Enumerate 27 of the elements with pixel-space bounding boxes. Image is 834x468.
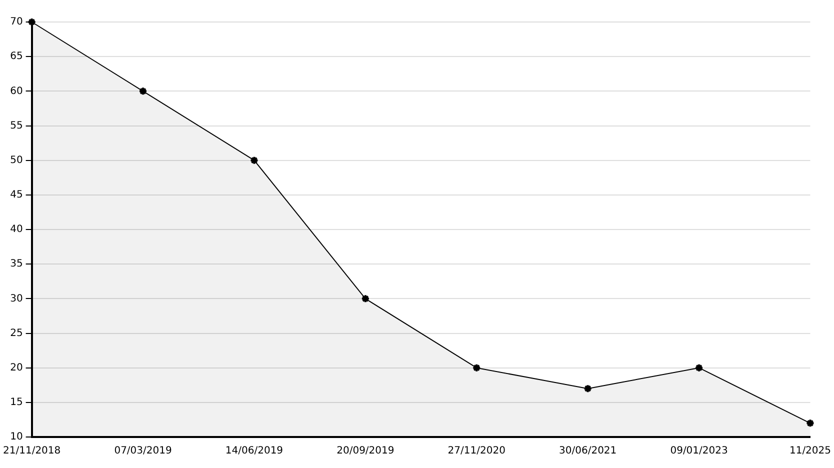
y-tick-label: 25 <box>10 328 23 339</box>
point <box>694 363 704 372</box>
y-tick-label: 30 <box>10 293 23 304</box>
x-tick-label: 27/11/2020 <box>448 446 506 457</box>
x-tick-label: 11/2025 <box>789 446 831 457</box>
y-tick-label: 20 <box>10 362 23 374</box>
y-tick-label: 40 <box>10 224 23 236</box>
y-tick-label: 65 <box>10 51 23 62</box>
y-tick-label: 45 <box>10 190 23 201</box>
point <box>360 294 370 304</box>
point <box>472 363 482 372</box>
x-tick-label: 21/11/2018 <box>3 446 61 457</box>
x-tick-label: 20/09/2019 <box>336 446 394 457</box>
point <box>583 384 592 394</box>
y-tick-label: 55 <box>10 120 23 132</box>
x-tick-label: 14/06/2019 <box>225 446 284 457</box>
point <box>138 86 148 96</box>
y-tick-label: 70 <box>10 16 23 28</box>
x-tick-label: 07/03/2019 <box>114 446 172 457</box>
y-tick-label: 10 <box>10 432 23 443</box>
y-tick-label: 15 <box>10 397 23 408</box>
point <box>250 156 259 165</box>
y-tick-label: 35 <box>10 258 23 270</box>
y-tick-label: 50 <box>10 154 23 166</box>
x-tick-label: 09/01/2023 <box>670 446 728 457</box>
y-tick-label: 60 <box>10 86 23 97</box>
x-tick-label: 30/06/2021 <box>559 446 617 457</box>
